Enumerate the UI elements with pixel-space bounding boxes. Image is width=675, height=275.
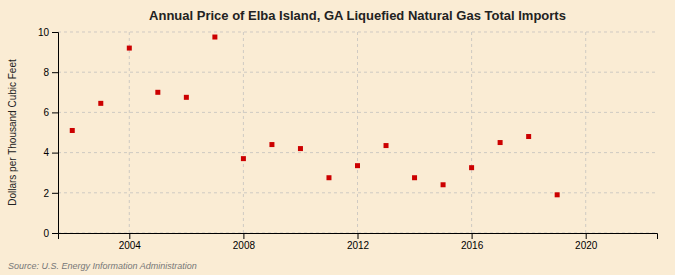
point (70, 128, 75, 133)
points (70, 35, 560, 198)
point (355, 163, 360, 168)
y-tick-mark (52, 193, 58, 194)
x-tick-label: 2020 (575, 240, 598, 251)
y-grid-line (58, 192, 657, 193)
y-tick: 0 (43, 228, 58, 239)
y-tick-label: 10 (38, 27, 50, 38)
point (127, 46, 132, 51)
y-tick-mark (52, 32, 58, 33)
source: Source: U.S. Energy Information Administ… (8, 261, 197, 271)
point (98, 101, 103, 106)
point (526, 134, 531, 139)
x-grid-line (471, 32, 472, 233)
point (184, 95, 189, 100)
x-tick-mark (586, 233, 587, 239)
y-tick-mark (52, 233, 58, 234)
point (555, 192, 560, 197)
point (212, 35, 217, 40)
point (326, 175, 331, 180)
y-tick: 2 (43, 188, 58, 199)
y-tick-label: 8 (43, 67, 49, 78)
x-tick-label: 2016 (461, 240, 484, 251)
x-grid-line (357, 32, 358, 233)
x-tick: 2008 (233, 233, 256, 251)
y-axis-line (52, 33, 59, 234)
x-grid-line (129, 32, 130, 233)
point (469, 165, 474, 170)
y-tick-label: 2 (43, 188, 49, 199)
y-tick: 4 (43, 147, 58, 158)
x-tick: 2012 (347, 233, 370, 251)
point (441, 182, 446, 187)
point (155, 90, 160, 95)
chart: 2004 2008 2012 2016 2020 0 2 4 6 8 10 Annual Price … (0, 0, 675, 275)
y-axis: 0 2 4 6 8 10 (38, 27, 59, 239)
y-tick: 10 (38, 27, 58, 38)
y-grid-line (58, 72, 657, 73)
y-tick: 8 (43, 67, 58, 78)
x-grid-line (243, 32, 244, 233)
x-tick-mark (358, 233, 359, 239)
y-tick-mark (52, 153, 58, 154)
x-tick: 2004 (119, 233, 142, 251)
point (498, 140, 503, 145)
x-tick-label: 2012 (347, 240, 370, 251)
x-axis-line (59, 234, 658, 240)
point (298, 146, 303, 151)
grid (58, 32, 657, 233)
title: Annual Price of Elba Island, GA Liquefie… (149, 8, 566, 23)
point (412, 175, 417, 180)
x-grid-line (585, 32, 586, 233)
x-tick: 2020 (575, 233, 598, 251)
x-tick: 2016 (461, 233, 484, 251)
y-tick-mark (52, 72, 58, 73)
x-tick-mark (472, 233, 473, 239)
x-tick-mark (129, 233, 130, 239)
point (384, 143, 389, 148)
x-axis: 2004 2008 2012 2016 2020 (59, 233, 658, 251)
y-tick-label: 4 (43, 147, 49, 158)
y-tick-label: 6 (43, 107, 49, 118)
plot: 2004 2008 2012 2016 2020 0 2 4 6 8 10 (38, 27, 658, 251)
x-tick-label: 2008 (233, 240, 256, 251)
y-tick: 6 (43, 107, 58, 118)
x-tick-label: 2004 (119, 240, 142, 251)
y-tick-label: 0 (43, 228, 49, 239)
point (241, 156, 246, 161)
x-tick-mark (243, 233, 244, 239)
y-tick-mark (52, 112, 58, 113)
y-axis-title: Dollars per Thousand Cubic Feet (7, 59, 18, 206)
point (269, 142, 274, 147)
